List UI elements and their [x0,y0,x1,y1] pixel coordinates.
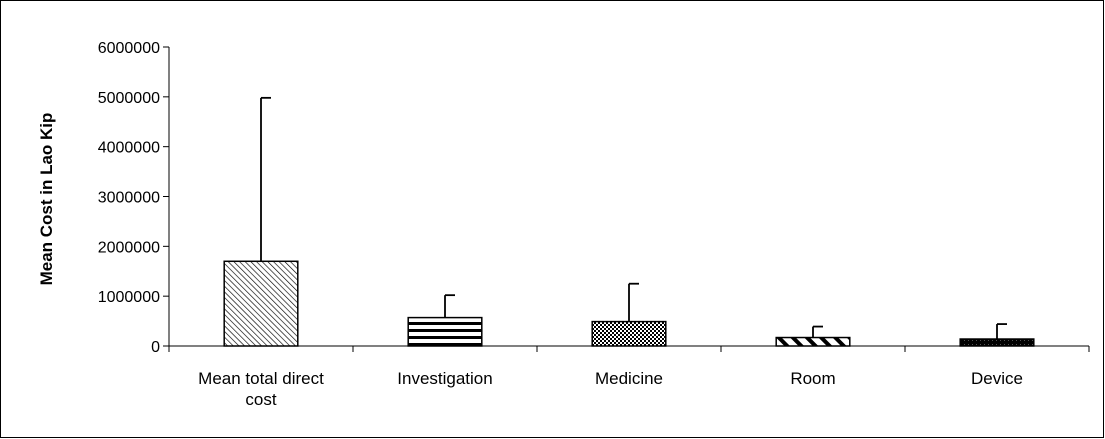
bar [775,336,851,347]
x-tick-label: Room [790,369,835,388]
error-bars [260,96,1007,340]
x-tick-label: Mean total direct [198,369,324,388]
y-tick-label: 1000000 [98,289,160,306]
y-axis-label: Mean Cost in Lao Kip [37,113,56,286]
x-tick-label: Device [971,369,1023,388]
bar [591,320,667,347]
x-tick-label: Investigation [397,369,492,388]
bars [223,260,1035,347]
bar [407,316,483,347]
x-tick-label: cost [245,390,276,409]
y-tick-label: 5000000 [98,90,160,107]
y-tick-label: 4000000 [98,140,160,157]
x-tick-label: Medicine [595,369,663,388]
bar [223,260,299,347]
x-tick-labels: Mean total direct cost Investigation Medici… [198,369,1023,409]
y-tick-label: 0 [151,339,160,356]
y-tick-label: 6000000 [98,40,160,57]
bar [959,338,1035,347]
y-tick-label: 3000000 [98,190,160,207]
y-ticks: 0 1000000 2000000 3000000 4000000 5000000 6000… [98,40,169,356]
y-tick-label: 2000000 [98,239,160,256]
